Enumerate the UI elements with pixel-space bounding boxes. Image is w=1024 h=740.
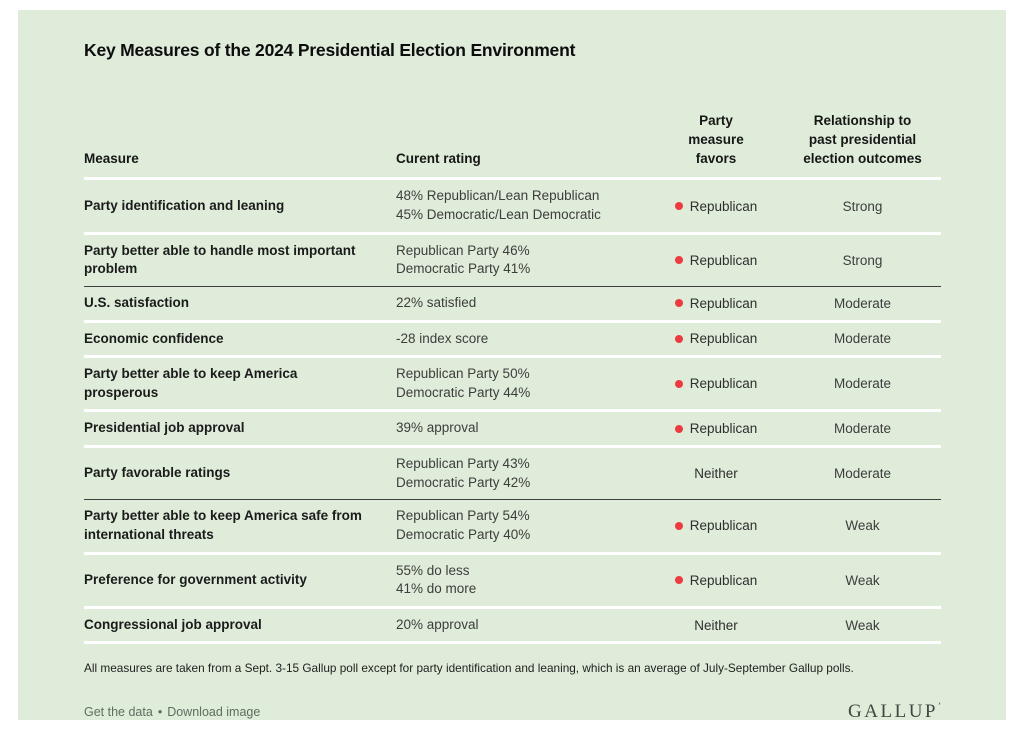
favors-label: Republican: [689, 331, 758, 347]
table-header-row: Measure Curent rating Party measure favo…: [84, 111, 941, 181]
rating-cell: Republican Party 46% Democratic Party 41…: [396, 242, 648, 279]
relationship-cell: Moderate: [833, 331, 892, 347]
table-row: Party favorable ratings Republican Party…: [84, 448, 941, 501]
favors-cell: Republican: [648, 518, 784, 533]
rating-cell: -28 index score: [396, 330, 648, 349]
table-row: U.S. satisfaction 22% satisfied Republic…: [84, 287, 941, 323]
header-favors: Party measure favors: [688, 113, 744, 167]
rating-line: Democratic Party 44%: [396, 384, 531, 400]
table-row: Party better able to keep America prospe…: [84, 358, 941, 413]
measure-cell: U.S. satisfaction: [84, 294, 190, 310]
measure-cell: Party favorable ratings: [84, 465, 231, 481]
rating-line: Republican Party 54%: [396, 508, 530, 524]
favors-cell: Republican: [648, 573, 784, 588]
table-row: Congressional job approval 20% approval …: [84, 609, 941, 645]
rating-line: Democratic Party 41%: [396, 261, 531, 277]
rating-line: 41% do more: [396, 581, 477, 597]
rating-line: 48% Republican/Lean Republican: [396, 188, 600, 204]
relationship-cell: Weak: [845, 617, 880, 633]
rating-line: 39% approval: [396, 420, 479, 436]
favors-label: Republican: [689, 252, 758, 268]
party-dot-icon: [674, 576, 683, 585]
table-row: Economic confidence -28 index score Repu…: [84, 323, 941, 359]
header-rating: Curent rating: [396, 151, 481, 167]
rating-line: -28 index score: [396, 330, 489, 346]
rating-cell: Republican Party 54% Democratic Party 40…: [396, 507, 648, 544]
rating-line: Democratic Party 42%: [396, 474, 531, 490]
favors-cell: Neither: [648, 466, 784, 481]
table-row: Party better able to keep America safe f…: [84, 500, 941, 555]
favors-label: Republican: [689, 376, 758, 392]
rating-cell: 22% satisfied: [396, 294, 648, 313]
favors-cell: Republican: [648, 331, 784, 346]
table-row: Party better able to handle most importa…: [84, 235, 941, 287]
rating-cell: 48% Republican/Lean Republican 45% Democ…: [396, 187, 648, 224]
favors-cell: Republican: [648, 421, 784, 436]
favors-label: Republican: [689, 295, 758, 311]
footer-links: Get the data • Download image: [84, 705, 260, 719]
party-dot-icon: [674, 424, 683, 433]
favors-label: Neither: [694, 466, 738, 482]
measure-cell: Party better able to handle most importa…: [84, 242, 356, 277]
relationship-cell: Weak: [845, 518, 880, 534]
table-row: Presidential job approval 39% approval R…: [84, 412, 941, 449]
measure-cell: Presidential job approval: [84, 420, 245, 436]
favors-label: Republican: [689, 198, 758, 214]
measure-cell: Preference for government activity: [84, 571, 307, 587]
header-measure: Measure: [84, 151, 139, 167]
chart-card: Key Measures of the 2024 Presidential El…: [18, 10, 1006, 723]
relationship-cell: Moderate: [833, 295, 892, 311]
party-dot-icon: [674, 521, 683, 530]
rating-line: Republican Party 46%: [396, 242, 530, 258]
measure-cell: Party better able to keep America safe f…: [84, 508, 362, 542]
party-dot-icon: [674, 299, 683, 308]
download-image-link[interactable]: Download image: [167, 705, 261, 720]
relationship-cell: Moderate: [833, 466, 892, 482]
rating-line: Republican Party 50%: [396, 366, 530, 382]
rating-line: 20% approval: [396, 616, 479, 632]
favors-label: Republican: [689, 421, 758, 437]
header-relationship: Relationship to past presidential electi…: [803, 113, 922, 167]
rating-line: 22% satisfied: [396, 294, 477, 310]
relationship-cell: Weak: [845, 572, 880, 588]
favors-cell: Republican: [648, 296, 784, 311]
table-row: Party identification and leaning 48% Rep…: [84, 180, 941, 235]
bullet-separator: •: [157, 705, 163, 720]
party-dot-icon: [674, 202, 683, 211]
party-dot-icon: [674, 379, 683, 388]
page-title: Key Measures of the 2024 Presidential El…: [84, 40, 576, 60]
rating-line: 45% Democratic/Lean Democratic: [396, 207, 601, 223]
favors-label: Neither: [694, 617, 738, 633]
rating-cell: Republican Party 43% Democratic Party 42…: [396, 455, 648, 492]
relationship-cell: Moderate: [833, 421, 892, 437]
party-dot-icon: [674, 256, 683, 265]
favors-label: Republican: [689, 518, 758, 534]
rating-cell: 39% approval: [396, 419, 648, 438]
favors-label: Republican: [689, 572, 758, 588]
measure-cell: Congressional job approval: [84, 616, 262, 632]
footnote: All measures are taken from a Sept. 3-15…: [84, 661, 854, 676]
get-the-data-link[interactable]: Get the data: [84, 705, 153, 720]
measure-cell: Economic confidence: [84, 330, 224, 346]
favors-cell: Republican: [648, 253, 784, 268]
table-row: Preference for government activity 55% d…: [84, 555, 941, 609]
rating-line: Democratic Party 40%: [396, 526, 531, 542]
relationship-cell: Strong: [842, 198, 883, 214]
rating-cell: 20% approval: [396, 616, 648, 635]
rating-line: 55% do less: [396, 562, 470, 578]
favors-cell: Republican: [648, 376, 784, 391]
footer-bar: Get the data • Download image GALLUPʼ: [84, 701, 941, 723]
party-dot-icon: [674, 334, 683, 343]
rating-cell: 55% do less 41% do more: [396, 562, 648, 599]
relationship-cell: Moderate: [833, 376, 892, 392]
rating-cell: Republican Party 50% Democratic Party 44…: [396, 365, 648, 402]
relationship-cell: Strong: [842, 252, 883, 268]
favors-cell: Republican: [648, 199, 784, 214]
measure-cell: Party identification and leaning: [84, 197, 285, 213]
favors-cell: Neither: [648, 618, 784, 633]
gallup-logo: GALLUPʼ: [848, 701, 941, 723]
measure-cell: Party better able to keep America prospe…: [84, 366, 298, 400]
rating-line: Republican Party 43%: [396, 456, 530, 472]
logo-trademark-mark: ʼ: [938, 701, 941, 712]
